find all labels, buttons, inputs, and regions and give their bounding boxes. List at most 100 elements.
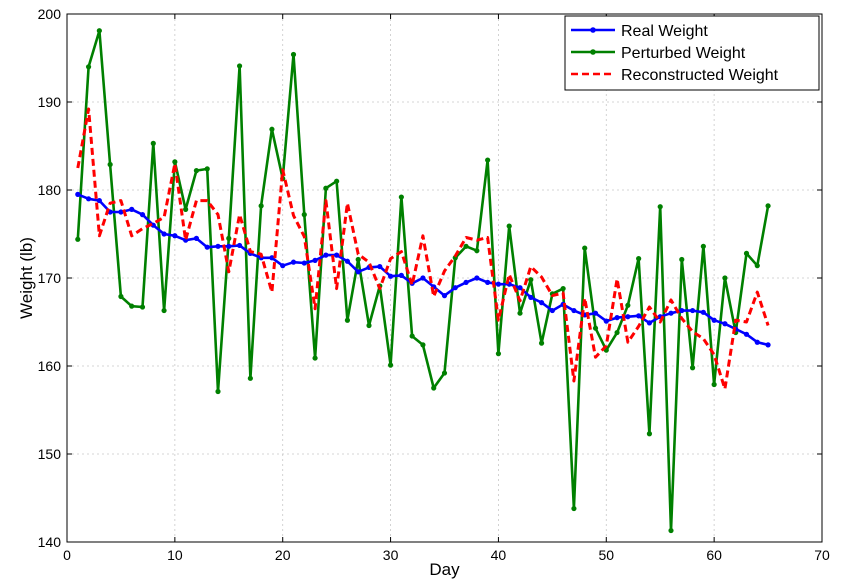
- data-point: [689, 365, 696, 371]
- data-point: [700, 309, 706, 315]
- data-point: [765, 342, 771, 348]
- x-tick-label: 30: [383, 547, 399, 563]
- data-point: [625, 302, 631, 308]
- data-point: [668, 310, 674, 316]
- data-point: [452, 285, 458, 291]
- data-point: [387, 362, 394, 368]
- data-point: [700, 243, 706, 249]
- data-point: [722, 321, 728, 327]
- x-tick-label: 0: [63, 547, 71, 563]
- data-point: [679, 307, 685, 314]
- x-tick-label: 60: [706, 547, 722, 563]
- x-axis-label: Day: [429, 560, 460, 579]
- legend-item: Perturbed Weight: [571, 45, 746, 62]
- data-point: [625, 314, 631, 320]
- data-point: [441, 293, 448, 299]
- legend-item: Real Weight: [571, 23, 708, 40]
- data-point: [463, 243, 469, 249]
- data-point: [107, 161, 113, 168]
- data-point: [290, 259, 297, 265]
- y-tick-label: 160: [38, 358, 62, 374]
- data-point: [301, 260, 307, 266]
- data-point: [636, 313, 642, 319]
- x-tick-label: 20: [275, 547, 291, 563]
- data-point: [172, 233, 178, 239]
- data-point: [301, 212, 307, 218]
- data-point: [560, 285, 566, 292]
- data-point: [96, 197, 102, 204]
- data-point: [485, 279, 491, 285]
- data-point: [538, 340, 545, 346]
- data-point: [139, 212, 146, 218]
- data-point: [355, 256, 361, 263]
- y-tick-label: 180: [38, 182, 62, 198]
- x-tick-label: 70: [814, 547, 830, 563]
- data-point: [765, 203, 771, 209]
- data-point: [711, 317, 717, 323]
- data-point: [312, 257, 318, 263]
- legend: Real Weight Perturbed Weight Reconstructed…: [564, 15, 820, 91]
- data-point: [226, 235, 232, 241]
- data-point: [592, 310, 599, 316]
- data-point: [538, 300, 545, 306]
- data-point: [646, 320, 653, 326]
- data-point: [517, 285, 523, 291]
- data-point: [517, 310, 523, 316]
- data-point: [344, 258, 351, 264]
- data-point: [528, 294, 534, 300]
- data-point: [636, 256, 642, 262]
- data-point: [549, 307, 555, 314]
- x-tick-label: 40: [491, 547, 507, 563]
- data-point: [743, 250, 750, 256]
- data-point: [377, 263, 383, 270]
- data-point: [485, 157, 491, 163]
- series-line: [76, 107, 770, 391]
- legend-label: Reconstructed Weight: [621, 67, 779, 84]
- data-point: [236, 63, 243, 69]
- data-point: [398, 272, 404, 278]
- data-point: [183, 206, 189, 212]
- data-point: [118, 293, 124, 300]
- y-tick-label: 190: [38, 94, 62, 110]
- grid: [67, 14, 822, 542]
- legend-marker: [590, 49, 596, 55]
- data-point: [689, 307, 696, 314]
- data-point: [150, 222, 156, 228]
- data-point: [269, 126, 275, 132]
- data-point: [258, 203, 264, 209]
- y-tick-label: 200: [38, 6, 62, 22]
- data-point: [96, 28, 102, 34]
- data-point: [161, 307, 167, 314]
- data-point: [193, 168, 200, 174]
- data-point: [420, 342, 426, 348]
- data-point: [204, 166, 210, 172]
- data-point: [226, 243, 232, 249]
- data-point: [474, 248, 480, 254]
- data-point: [172, 159, 178, 165]
- data-point: [571, 307, 577, 314]
- data-point: [711, 381, 717, 388]
- data-point: [236, 242, 243, 249]
- data-point: [506, 223, 512, 229]
- y-tick-label: 140: [38, 534, 62, 550]
- series-line: [76, 29, 770, 532]
- data-point: [118, 209, 124, 215]
- y-tick-label: 170: [38, 270, 62, 286]
- data-point: [495, 351, 502, 357]
- data-point: [323, 185, 329, 191]
- data-point: [161, 231, 167, 237]
- legend-label: Real Weight: [621, 23, 708, 40]
- axis-ticks: 0 10 20 30 40 50 60 70 140 150 160 170 180 190 200: [38, 6, 830, 563]
- legend-item: Reconstructed Weight: [571, 67, 779, 84]
- data-point: [582, 245, 588, 251]
- data-point: [193, 235, 200, 241]
- x-tick-label: 10: [167, 547, 183, 563]
- data-point: [323, 252, 329, 258]
- data-point: [614, 329, 620, 336]
- legend-label: Perturbed Weight: [621, 45, 746, 62]
- data-point: [495, 281, 502, 287]
- data-point: [204, 244, 210, 250]
- data-point: [85, 64, 92, 70]
- data-point: [387, 273, 394, 279]
- y-tick-label: 150: [38, 446, 62, 462]
